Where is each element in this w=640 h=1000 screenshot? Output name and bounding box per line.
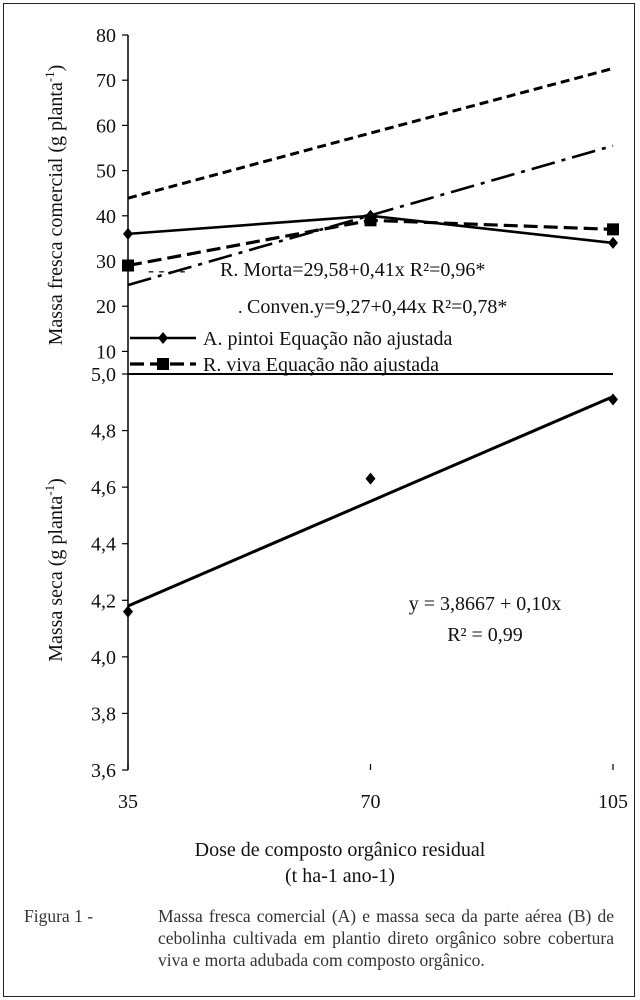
legend-a-pintoi-text: A. pintoi Equação não ajustada: [203, 328, 452, 350]
b-data-point: [365, 472, 376, 485]
caption-text: Massa fresca comercial (A) e massa seca …: [158, 906, 614, 970]
a-y-tick-label: 10: [96, 341, 116, 363]
x-axis-label-units: (t ha-1 ano-1): [285, 865, 395, 887]
b-y-tick-label: 5,0: [91, 364, 116, 386]
a-y-tick-label: 70: [96, 70, 116, 92]
x-tick-label: 105: [598, 791, 628, 813]
b-trend-line: [127, 395, 614, 608]
legend-conven-text: Conven.y=9,27+0,44x R²=0,78*: [247, 296, 507, 318]
b-y-tick-label: 4,6: [91, 477, 116, 499]
a-y-axis-label-sup: -1: [42, 71, 57, 82]
caption-lead: Figura 1 -: [24, 906, 94, 926]
legend-r-morta-prefix: - - - -: [148, 260, 185, 280]
a-pintoi-marker: [123, 227, 133, 240]
b-y-axis-label: Massa seca (g planta-1): [42, 478, 67, 662]
legend-r-viva-text: R. viva Equação não ajustada: [203, 354, 439, 376]
r-viva-marker: [122, 259, 134, 272]
figure-frame: [3, 3, 635, 997]
a-y-tick-label: 30: [96, 251, 116, 273]
b-data-point: [123, 605, 133, 618]
b-y-tick-label: 3,6: [91, 760, 116, 782]
legend-r-morta-text: R. Morta=29,58+0,41x R²=0,96*: [220, 259, 485, 281]
a-y-axis-label: Massa fresca comercial (g planta-1): [42, 65, 67, 346]
legend-r-viva-marker: [157, 358, 169, 370]
b-y-tick-label: 4,0: [91, 647, 116, 669]
figure-caption: Figura 1 - Massa fresca comercial (A) e …: [24, 905, 614, 971]
a-pintoi-marker: [608, 236, 618, 249]
series-line-2: [127, 66, 614, 200]
r-viva-marker: [364, 214, 377, 227]
series-line-3: [127, 144, 614, 287]
legend-a-pintoi-marker: [158, 332, 168, 344]
a-y-tick-label: 50: [96, 161, 116, 183]
b-equation: y = 3,8667 + 0,10x: [409, 593, 562, 615]
a-y-tick-label: 20: [96, 296, 116, 318]
a-y-tick-label: 60: [96, 115, 116, 137]
x-axis-label: Dose de composto orgânico residual: [195, 839, 486, 861]
b-y-axis-label-sup: -1: [42, 485, 57, 496]
b-data-point: [608, 393, 618, 406]
a-y-axis-label-close: ): [45, 65, 67, 72]
a-y-tick-label: 40: [96, 206, 116, 228]
a-y-tick-label: 80: [96, 25, 116, 47]
x-tick-label: 70: [361, 791, 381, 813]
b-y-axis-label-close: ): [45, 478, 67, 485]
x-tick-label: 35: [118, 791, 138, 813]
b-y-tick-label: 4,8: [91, 421, 116, 443]
b-y-tick-label: 3,8: [91, 703, 116, 725]
b-y-tick-label: 4,4: [91, 534, 116, 556]
b-r-squared: R² = 0,99: [447, 624, 523, 646]
figure-chart: 10 20 30 40 50 60 70 80 3,6 3,8 4,0 4,2 4,4 4,6 4,8 5,0…: [42, 25, 628, 887]
legend-conven-prefix: .: [238, 297, 243, 317]
b-y-tick-label: 4,2: [91, 590, 116, 612]
r-viva-marker: [607, 223, 619, 236]
